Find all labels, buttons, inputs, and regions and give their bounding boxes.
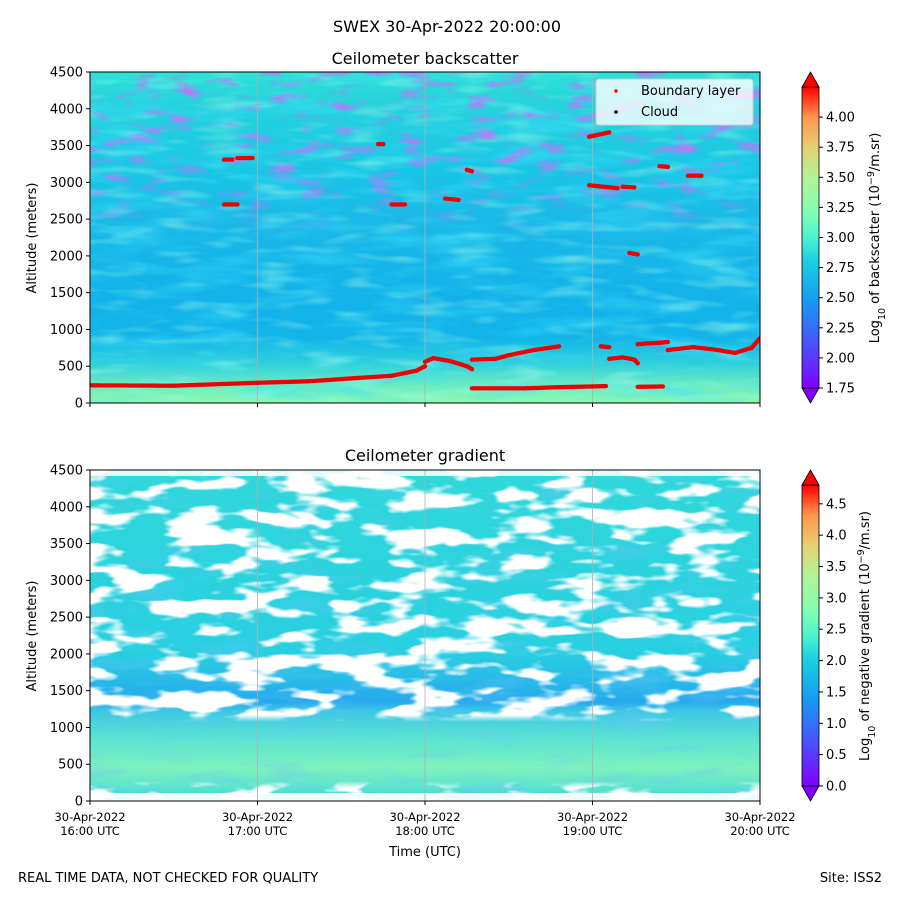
y-tick-label: 3000 [50, 176, 83, 191]
colorbar-tick-label: 4.5 [826, 497, 847, 512]
colorbar-tick-label: 3.0 [826, 591, 847, 606]
colorbar-tick-label: 2.25 [826, 321, 855, 336]
boundary-layer-point [699, 173, 704, 178]
legend-cloud-marker [614, 110, 618, 114]
legend-cloud: Cloud [641, 105, 678, 120]
gradient-colorbar-label: Log10 of negative gradient (10−9/m.sr) [856, 511, 878, 761]
x-tick-label-time: 18:00 UTC [395, 824, 455, 838]
colorbar-tick-label: 3.25 [826, 201, 855, 216]
boundary-layer-point [665, 164, 671, 170]
boundary-layer-point [607, 344, 612, 350]
boundary-layer-point [469, 366, 475, 372]
boundary-layer-point [757, 336, 760, 341]
y-tick-label: 1500 [50, 286, 83, 301]
backscatter-colorbar-label: Log10 of backscatter (10−9/m.sr) [866, 133, 888, 344]
gradient-panel: Ceilometer gradient 0 500 1000 1500 2000 2500… [25, 446, 878, 860]
x-tick-label-date: 30-Apr-2022 [222, 810, 293, 824]
footer-site: Site: ISS2 [820, 871, 882, 886]
y-tick-label: 4000 [50, 102, 83, 117]
boundary-layer-point [469, 169, 475, 174]
boundary-layer-point [422, 364, 428, 369]
x-tick-label-time: 20:00 UTC [730, 824, 790, 838]
x-tick-label-date: 30-Apr-2022 [54, 810, 125, 824]
gradient-heatmap [90, 470, 760, 801]
boundary-layer-point [607, 130, 612, 135]
colorbar-tick-label: 3.75 [826, 141, 855, 156]
gradient-title: Ceilometer gradient [345, 446, 505, 465]
boundary-layer-point [556, 344, 562, 349]
colorbar-tick-label: 2.00 [826, 351, 855, 366]
boundary-layer-point [250, 155, 255, 161]
colorbar-tick-label: 2.50 [826, 291, 855, 306]
y-tick-label: 2000 [50, 249, 83, 264]
x-tick-label-time: 17:00 UTC [228, 824, 288, 838]
colorbar-tick-label: 3.00 [826, 231, 855, 246]
gradient-ylabel: Altitude (meters) [25, 581, 40, 692]
backscatter-panel: Ceilometer backscatter 0 500 1000 1500 2000 2… [25, 49, 888, 412]
boundary-layer-point [402, 202, 408, 207]
x-tick-label-date: 30-Apr-2022 [389, 810, 460, 824]
legend-boundary-marker [614, 89, 618, 93]
x-tick-label-time: 19:00 UTC [563, 824, 623, 838]
x-tick-label-time: 16:00 UTC [60, 824, 120, 838]
boundary-layer-point [660, 384, 666, 389]
y-tick-label: 2000 [50, 647, 83, 662]
y-tick-label: 0 [75, 795, 83, 810]
y-tick-label: 500 [58, 758, 83, 773]
colorbar-tick-label: 1.75 [826, 382, 855, 397]
colorbar-tick-label: 3.5 [826, 560, 847, 575]
y-tick-label: 4500 [50, 66, 83, 81]
colorbar-tick-label: 2.0 [826, 654, 847, 669]
boundary-layer-point [235, 202, 240, 207]
colorbar-tick-label: 2.75 [826, 261, 855, 276]
boundary-layer-point [380, 141, 386, 147]
y-tick-label: 4500 [50, 464, 83, 479]
colorbar-tick-label: 0.5 [826, 748, 847, 763]
legend-boundary-layer: Boundary layer [641, 84, 741, 99]
backscatter-title: Ceilometer backscatter [332, 49, 519, 68]
legend: Boundary layer Cloud [595, 78, 754, 126]
colorbar-tick-label: 4.00 [826, 111, 855, 126]
figure-title: SWEX 30-Apr-2022 20:00:00 [333, 17, 561, 36]
colorbar-tick-label: 4.0 [826, 529, 847, 544]
backscatter-heatmap [90, 72, 760, 403]
backscatter-ylabel: Altitude (meters) [25, 183, 40, 294]
y-tick-label: 0 [75, 397, 83, 412]
boundary-layer-point [230, 157, 235, 162]
gradient-colorbar: 0.0 0.5 1.0 1.5 2.0 2.5 3.0 3.5 4.0 4.5 Log10 of … [801, 469, 878, 802]
y-tick-label: 3500 [50, 537, 83, 552]
x-tick-label-date: 30-Apr-2022 [557, 810, 628, 824]
boundary-layer-point [635, 361, 640, 366]
colorbar-tick-label: 1.0 [826, 717, 847, 732]
y-tick-label: 2500 [50, 213, 83, 228]
boundary-layer-point [632, 185, 637, 190]
colorbar-tick-label: 0.0 [826, 780, 847, 795]
y-tick-label: 3500 [50, 139, 83, 154]
boundary-layer-point [635, 252, 640, 257]
x-tick-label-date: 30-Apr-2022 [724, 810, 795, 824]
boundary-layer-series [90, 130, 760, 391]
y-tick-label: 1500 [50, 684, 83, 699]
y-tick-label: 3000 [50, 574, 83, 589]
y-tick-label: 4000 [50, 500, 83, 515]
colorbar-tick-label: 2.5 [826, 623, 847, 638]
boundary-layer-point [615, 186, 620, 191]
y-tick-label: 1000 [50, 323, 83, 338]
gradient-xlabel: Time (UTC) [388, 845, 461, 860]
y-tick-label: 2500 [50, 611, 83, 626]
colorbar-tick-label: 1.5 [826, 685, 847, 700]
boundary-layer-point [665, 339, 671, 345]
y-tick-label: 500 [58, 360, 83, 375]
boundary-layer-point [456, 197, 461, 203]
boundary-layer-point [603, 383, 609, 389]
footer-note: REAL TIME DATA, NOT CHECKED FOR QUALITY [18, 871, 318, 886]
colorbar-tick-label: 3.50 [826, 171, 855, 186]
backscatter-colorbar: 1.75 2.00 2.25 2.50 2.75 3.00 3.25 3.50 3.75 4.00… [801, 71, 888, 404]
y-tick-label: 1000 [50, 721, 83, 736]
